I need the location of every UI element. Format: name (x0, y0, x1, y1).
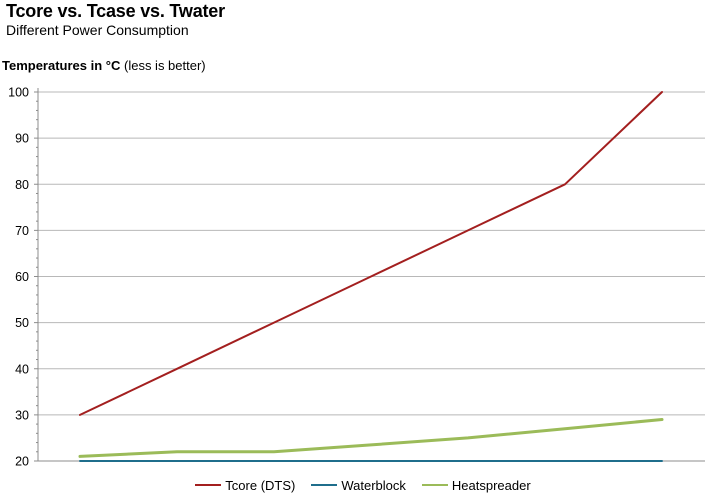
y-tick-label: 60 (15, 270, 29, 284)
y-tick-label: 90 (15, 132, 29, 146)
y-tick-label: 100 (8, 86, 29, 100)
series-line-tcore-dts (79, 91, 663, 416)
chart-title: Tcore vs. Tcase vs. Twater (6, 1, 225, 21)
series-line-heatspreader (78, 418, 664, 458)
y-tick-label: 40 (15, 362, 29, 376)
axes (34, 88, 705, 462)
y-axis-label-main: Temperatures in °C (2, 58, 121, 73)
legend-label: Tcore (DTS) (225, 477, 296, 493)
legend-item: Waterblock (311, 478, 406, 493)
legend-label: Heatspreader (451, 477, 531, 493)
y-tick-label: 70 (15, 224, 29, 238)
y-axis-label: Temperatures in °C (less is better) (2, 58, 206, 73)
legend-item: Tcore (DTS) (195, 478, 295, 493)
legend-label: Waterblock (341, 477, 406, 493)
y-tick-labels: 20 30 40 50 60 70 80 90 100 (8, 86, 29, 469)
y-tick-label: 20 (15, 455, 29, 469)
series-lines (78, 91, 664, 462)
legend-item: Heatspreader (421, 477, 531, 493)
y-tick-label: 80 (15, 178, 29, 192)
legend-swatch (421, 484, 448, 486)
y-tick-label: 30 (15, 408, 29, 422)
legend-swatch (195, 484, 222, 486)
legend: Tcore (DTS) Waterblock Heatspreader (0, 476, 726, 494)
chart-subtitle: Different Power Consumption (6, 22, 189, 38)
y-axis-label-note: (less is better) (120, 58, 206, 73)
legend-swatch (311, 484, 338, 486)
gridlines (38, 91, 705, 416)
y-tick-label: 50 (15, 316, 29, 330)
